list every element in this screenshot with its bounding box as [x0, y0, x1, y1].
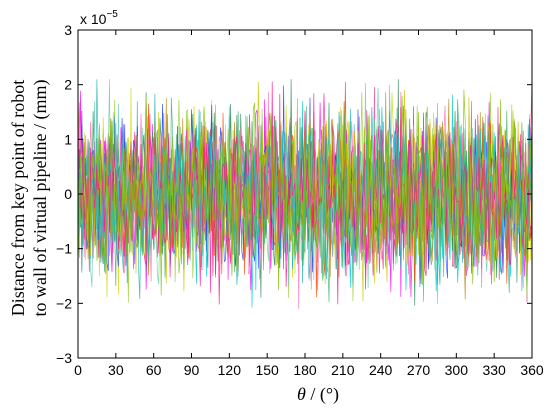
- y-tick-label: −2: [56, 295, 72, 311]
- data-traces: [77, 79, 533, 309]
- y-tick-label: −1: [56, 241, 72, 257]
- series-line-14: [77, 97, 533, 303]
- x-tick-label: 300: [445, 362, 469, 378]
- x-tick-label: 120: [218, 362, 242, 378]
- x-tick-label: 90: [184, 362, 200, 378]
- x-tick-label: 150: [255, 362, 279, 378]
- series-line-15: [77, 81, 533, 305]
- x-tick-label: 330: [482, 362, 506, 378]
- x-tick-label: 270: [407, 362, 431, 378]
- x-tick-label: 360: [520, 362, 544, 378]
- x-axis-title: θ / (°): [297, 384, 339, 405]
- y-tick-label: 2: [64, 77, 72, 93]
- y-axis-title-line2: to wall of virtual pipeline / (mm): [30, 80, 51, 317]
- x-tick-label: 30: [108, 362, 124, 378]
- y-tick-label: −3: [56, 350, 72, 366]
- series-line-16: [77, 89, 533, 302]
- x-tick-label: 240: [369, 362, 393, 378]
- y-axis-title: Distance from key point of robot to wall…: [8, 80, 51, 317]
- x-axis-ticks: 0 30 60 90 120 150 180 210 240 270 300 330 360: [74, 30, 544, 378]
- y-multiplier-label: x 10−5: [80, 9, 118, 27]
- x-tick-label: 0: [74, 362, 82, 378]
- y-axis-ticks: −3 −2 −1 0 1 2 3: [56, 22, 532, 366]
- x-tick-label: 210: [331, 362, 355, 378]
- y-tick-label: 0: [64, 186, 72, 202]
- y-tick-label: 3: [64, 22, 72, 38]
- y-tick-label: 1: [64, 131, 72, 147]
- y-axis-title-line1: Distance from key point of robot: [8, 80, 28, 316]
- x-tick-label: 60: [146, 362, 162, 378]
- series-line-10: [77, 79, 533, 304]
- x-tick-label: 180: [293, 362, 317, 378]
